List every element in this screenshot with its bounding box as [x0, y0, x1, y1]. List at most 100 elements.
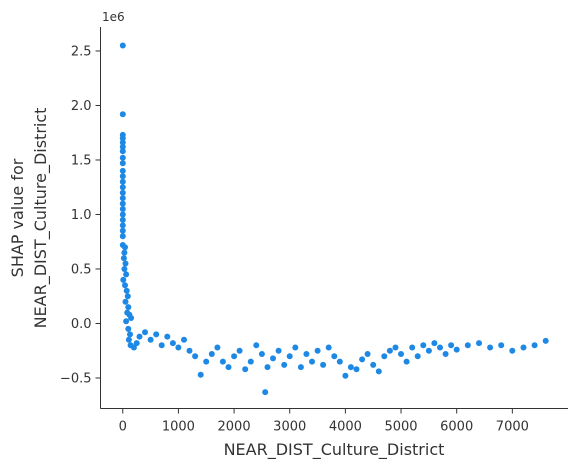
data-point [120, 201, 126, 207]
data-point [137, 334, 143, 340]
data-point [381, 353, 387, 359]
y-tick-label: 1.0 [71, 208, 92, 223]
y-axis-label-line-2: NEAR_DIST_Culture_District [31, 108, 51, 329]
data-point [220, 359, 226, 365]
y-tick-label: 0.5 [71, 262, 92, 277]
data-points [120, 43, 549, 396]
data-point [262, 389, 268, 395]
data-point [203, 359, 209, 365]
data-point [214, 345, 220, 351]
data-point [120, 222, 126, 228]
data-point [120, 173, 126, 179]
data-point [134, 340, 140, 346]
data-point [126, 337, 132, 343]
x-tick-label: 7000 [496, 420, 529, 435]
data-point [121, 250, 127, 256]
data-point [120, 195, 126, 201]
y-offset-label: 1e6 [102, 10, 125, 24]
data-point [359, 356, 365, 362]
x-axis-label: NEAR_DIST_Culture_District [224, 440, 445, 460]
data-point [148, 337, 154, 343]
data-point [120, 111, 126, 117]
data-point [543, 338, 549, 344]
data-point [426, 348, 432, 354]
y-tick-label: 2.5 [71, 44, 92, 59]
data-point [342, 373, 348, 379]
data-point [159, 342, 165, 348]
x-tick-label: 5000 [384, 420, 417, 435]
data-point [354, 366, 360, 372]
data-point [125, 293, 131, 299]
data-point [121, 266, 127, 272]
data-point [376, 368, 382, 374]
x-tick-label: 4000 [329, 420, 362, 435]
data-point [242, 366, 248, 372]
data-point [404, 359, 410, 365]
data-point [303, 351, 309, 357]
data-point [120, 206, 126, 212]
data-point [120, 228, 126, 234]
data-point [532, 342, 538, 348]
data-point [120, 43, 126, 49]
data-point [320, 362, 326, 368]
data-point [123, 318, 129, 324]
data-point [415, 353, 421, 359]
data-point [123, 299, 129, 305]
x-tick-label: 0 [119, 420, 127, 435]
data-point [420, 342, 426, 348]
data-point [281, 362, 287, 368]
data-point [270, 355, 276, 361]
data-point [231, 353, 237, 359]
data-point [443, 351, 449, 357]
data-point [409, 345, 415, 351]
data-point [287, 353, 293, 359]
data-point [175, 345, 181, 351]
y-tick-label: 1.5 [71, 153, 92, 168]
data-point [198, 372, 204, 378]
data-point [125, 326, 131, 332]
y-tick-label: 0.0 [71, 317, 92, 332]
data-point [259, 351, 265, 357]
data-point [454, 347, 460, 353]
data-point [120, 168, 126, 174]
data-point [122, 244, 128, 250]
data-point [265, 364, 271, 370]
x-tick-label: 3000 [273, 420, 306, 435]
data-point [309, 359, 315, 365]
y-axis-label-line-1: SHAP value for [8, 158, 27, 277]
data-point [393, 345, 399, 351]
data-point [125, 304, 131, 310]
data-point [120, 160, 126, 166]
data-point [253, 342, 259, 348]
data-point [123, 271, 129, 277]
data-point [509, 348, 515, 354]
y-tick-label: −0.5 [60, 371, 92, 386]
data-point [192, 353, 198, 359]
data-point [120, 179, 126, 185]
data-point [237, 348, 243, 354]
data-point [209, 351, 215, 357]
data-point [476, 340, 482, 346]
data-point [120, 277, 126, 283]
data-point [487, 345, 493, 351]
data-point [387, 348, 393, 354]
data-point [521, 345, 527, 351]
x-tick-label: 2000 [218, 420, 251, 435]
data-point [292, 345, 298, 351]
x-axis-ticks: 0 1000 2000 3000 4000 5000 6000 7000 [119, 409, 529, 435]
data-point [120, 155, 126, 161]
data-point [431, 340, 437, 346]
y-tick-label: 2.0 [71, 99, 92, 114]
data-point [326, 345, 332, 351]
data-point [127, 331, 133, 337]
data-point [121, 255, 127, 261]
data-point [120, 217, 126, 223]
data-point [298, 364, 304, 370]
data-point [120, 190, 126, 196]
data-point [122, 282, 128, 288]
x-tick-label: 6000 [440, 420, 473, 435]
data-point [337, 359, 343, 365]
data-point [448, 342, 454, 348]
x-tick-label: 1000 [162, 420, 195, 435]
data-point [331, 353, 337, 359]
